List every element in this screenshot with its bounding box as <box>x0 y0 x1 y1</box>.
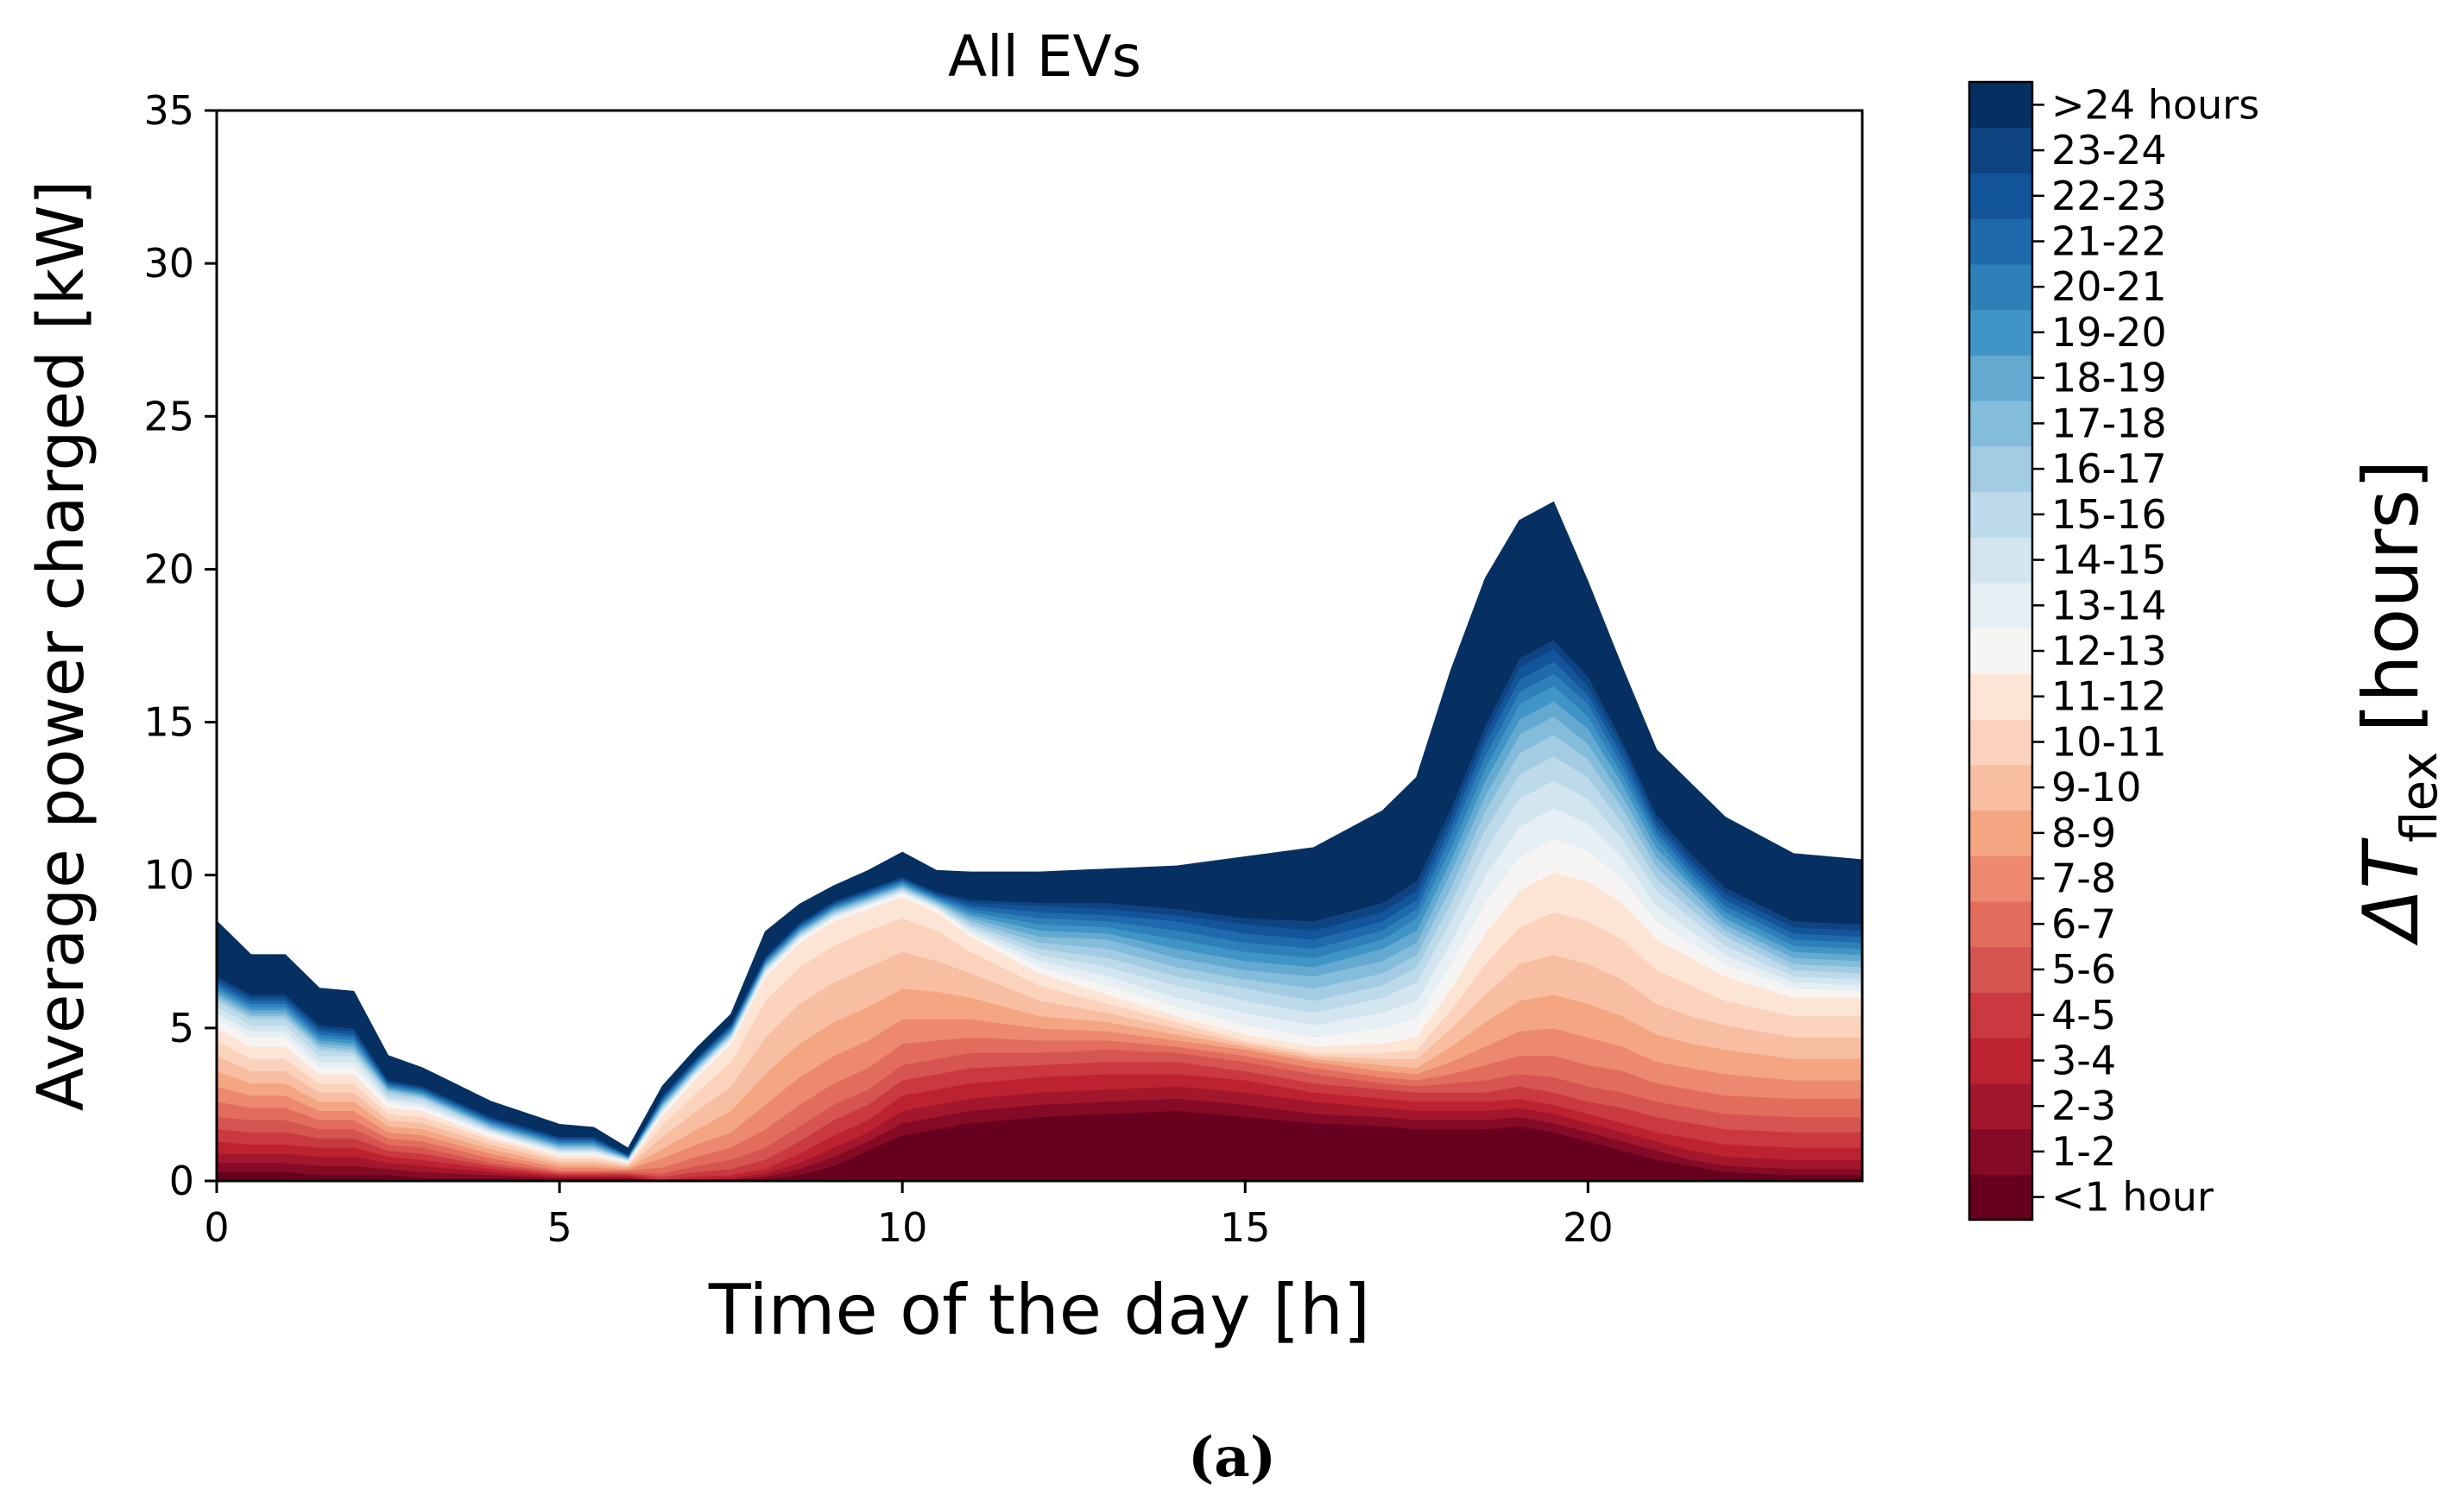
colorbar-tick-label: <1 hour <box>2051 1174 2214 1221</box>
colorbar-tick-label: 9-10 <box>2051 764 2141 811</box>
colorbar-tick-label: 17-18 <box>2051 400 2167 446</box>
colorbar-swatch <box>1969 173 2032 219</box>
y-tick-label: 25 <box>143 393 194 439</box>
colorbar-tick-label: 23-24 <box>2051 127 2167 174</box>
y-axis-label: Average power charged [kW] <box>24 180 98 1111</box>
plot-area <box>215 109 1864 1183</box>
x-tick-label: 5 <box>547 1204 572 1251</box>
y-tick-label: 5 <box>169 1005 194 1051</box>
colorbar-swatch <box>1969 673 2032 720</box>
y-axis: 0 5 10 15 20 25 30 35 <box>143 87 217 1204</box>
colorbar-tick-label: 14-15 <box>2051 537 2167 584</box>
x-tick-label: 15 <box>1220 1204 1271 1251</box>
colorbar-swatch <box>1969 127 2032 174</box>
colorbar-tick-label: >24 hours <box>2051 81 2259 128</box>
y-tick-label: 20 <box>143 546 194 592</box>
colorbar-swatch <box>1969 1038 2032 1084</box>
colorbar-tick-label: 4-5 <box>2051 992 2116 1038</box>
colorbar-tick-label: 10-11 <box>2051 718 2167 765</box>
y-tick-label: 30 <box>143 240 194 287</box>
colorbar-swatch <box>1969 537 2032 584</box>
x-axis-label: Time of the day [h] <box>708 1270 1370 1350</box>
colorbar-swatches <box>1969 82 2032 1221</box>
colorbar-tick-label: 8-9 <box>2051 810 2116 856</box>
colorbar-labels: <1 hour1-22-33-44-55-66-77-88-99-1010-11… <box>2032 81 2259 1221</box>
colorbar-tick-label: 15-16 <box>2051 491 2167 538</box>
colorbar-swatch <box>1969 263 2032 311</box>
colorbar-swatch <box>1969 855 2032 902</box>
colorbar-tick-label: 16-17 <box>2051 445 2167 492</box>
colorbar-swatch <box>1969 900 2032 948</box>
colorbar-title: ΔTflex [hours] <box>2347 459 2448 946</box>
colorbar-tick-label: 18-19 <box>2051 355 2167 401</box>
y-tick-label: 35 <box>143 87 194 134</box>
x-axis: 0 5 10 15 20 <box>204 1181 1614 1251</box>
colorbar-tick-label: 22-23 <box>2051 173 2167 219</box>
colorbar-swatch <box>1969 309 2032 356</box>
colorbar-tick-label: 1-2 <box>2051 1128 2116 1175</box>
colorbar-tick-label: 2-3 <box>2051 1083 2116 1129</box>
colorbar-tick-label: 11-12 <box>2051 673 2167 720</box>
colorbar-tick-label: 6-7 <box>2051 900 2116 947</box>
colorbar-swatch <box>1969 992 2032 1038</box>
colorbar-swatch <box>1969 810 2032 856</box>
colorbar-swatch <box>1969 628 2032 674</box>
colorbar-swatch <box>1969 82 2032 129</box>
colorbar-swatch <box>1969 582 2032 629</box>
colorbar-title-unit: [hours] <box>2347 459 2436 732</box>
chart-title: All EVs <box>948 23 1141 90</box>
x-tick-label: 10 <box>877 1204 928 1251</box>
colorbar-tick-label: 19-20 <box>2051 309 2167 356</box>
colorbar-swatch <box>1969 1128 2032 1175</box>
colorbar-tick-label: 13-14 <box>2051 582 2167 628</box>
x-tick-label: 20 <box>1563 1204 1614 1251</box>
colorbar-swatch <box>1969 491 2032 538</box>
colorbar-swatch <box>1969 719 2032 766</box>
colorbar-swatch <box>1969 355 2032 401</box>
colorbar-tick-label: 3-4 <box>2051 1037 2116 1083</box>
stacked-areas <box>216 501 1863 1182</box>
colorbar: <1 hour1-22-33-44-55-66-77-88-99-1010-11… <box>1968 80 2259 1221</box>
plot-frame <box>215 109 1864 1183</box>
y-tick-label: 10 <box>143 852 194 899</box>
colorbar-swatch <box>1969 1174 2032 1221</box>
colorbar-swatch <box>1969 401 2032 447</box>
colorbar-tick-label: 20-21 <box>2051 263 2167 310</box>
colorbar-tick-label: 21-22 <box>2051 218 2167 265</box>
y-tick-label: 15 <box>143 699 194 746</box>
colorbar-swatch <box>1969 1083 2032 1130</box>
colorbar-title-main: ΔT <box>2347 837 2436 946</box>
colorbar-tick-label: 5-6 <box>2051 946 2116 993</box>
colorbar-swatch <box>1969 445 2032 493</box>
figure-caption: (a) <box>1188 1425 1276 1490</box>
colorbar-swatch <box>1969 218 2032 265</box>
colorbar-swatch <box>1969 764 2032 811</box>
y-tick-label: 0 <box>169 1158 194 1204</box>
colorbar-title-sub: flex <box>2390 752 2448 843</box>
x-tick-label: 0 <box>204 1204 229 1251</box>
colorbar-tick-label: 12-13 <box>2051 628 2167 674</box>
colorbar-tick-label: 7-8 <box>2051 855 2116 902</box>
colorbar-swatch <box>1969 946 2032 993</box>
